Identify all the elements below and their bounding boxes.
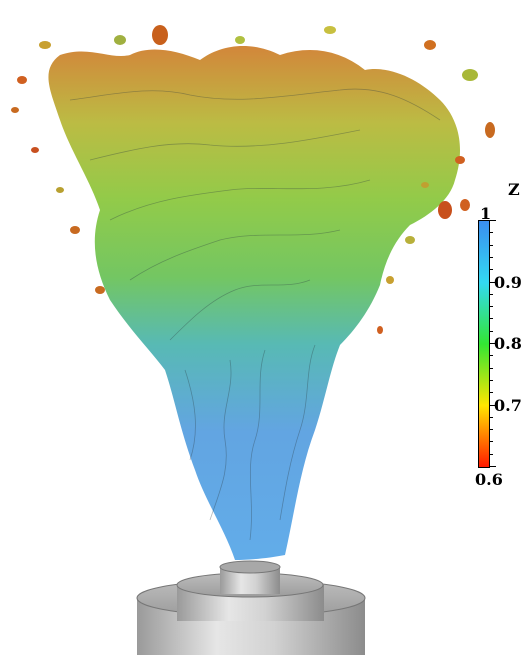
colorbar-minor-tick <box>489 244 493 246</box>
colorbar-minor-tick <box>489 453 493 455</box>
burner-nozzle <box>136 560 366 655</box>
plume-fragments <box>11 25 495 334</box>
colorbar-minor-tick <box>489 269 493 271</box>
colorbar: Z 1 0.9 0.8 0.7 0.6 <box>475 180 526 510</box>
colorbar-minor-tick <box>489 404 493 406</box>
colorbar-minor-tick <box>489 306 493 308</box>
colorbar-minor-tick <box>489 330 493 332</box>
colorbar-major-tick <box>489 282 496 283</box>
colorbar-minor-tick <box>489 232 493 234</box>
colorbar-minor-tick <box>489 355 493 357</box>
colorbar-tick-label: 0.9 <box>494 273 522 292</box>
colorbar-title: Z <box>508 180 520 199</box>
colorbar-minor-tick <box>489 379 493 381</box>
colorbar-minor-tick <box>489 416 493 418</box>
colorbar-minor-tick <box>489 318 493 320</box>
colorbar-minor-tick <box>489 293 493 295</box>
plume-isosurface <box>48 45 460 561</box>
colorbar-minor-tick <box>489 281 493 283</box>
colorbar-gradient <box>478 220 490 468</box>
colorbar-tick-label: 0.6 <box>475 470 503 489</box>
colorbar-minor-tick <box>489 392 493 394</box>
colorbar-tick-label: 1 <box>480 204 492 223</box>
colorbar-minor-tick <box>489 429 493 431</box>
colorbar-minor-tick <box>489 367 493 369</box>
colorbar-major-tick <box>489 405 496 406</box>
colorbar-minor-tick <box>489 466 493 467</box>
colorbar-tick-label: 0.8 <box>494 334 522 353</box>
colorbar-minor-tick <box>489 220 493 221</box>
colorbar-tick-label: 0.7 <box>494 396 522 415</box>
colorbar-minor-tick <box>489 256 493 258</box>
colorbar-minor-tick <box>489 343 493 344</box>
colorbar-minor-tick <box>489 441 493 443</box>
